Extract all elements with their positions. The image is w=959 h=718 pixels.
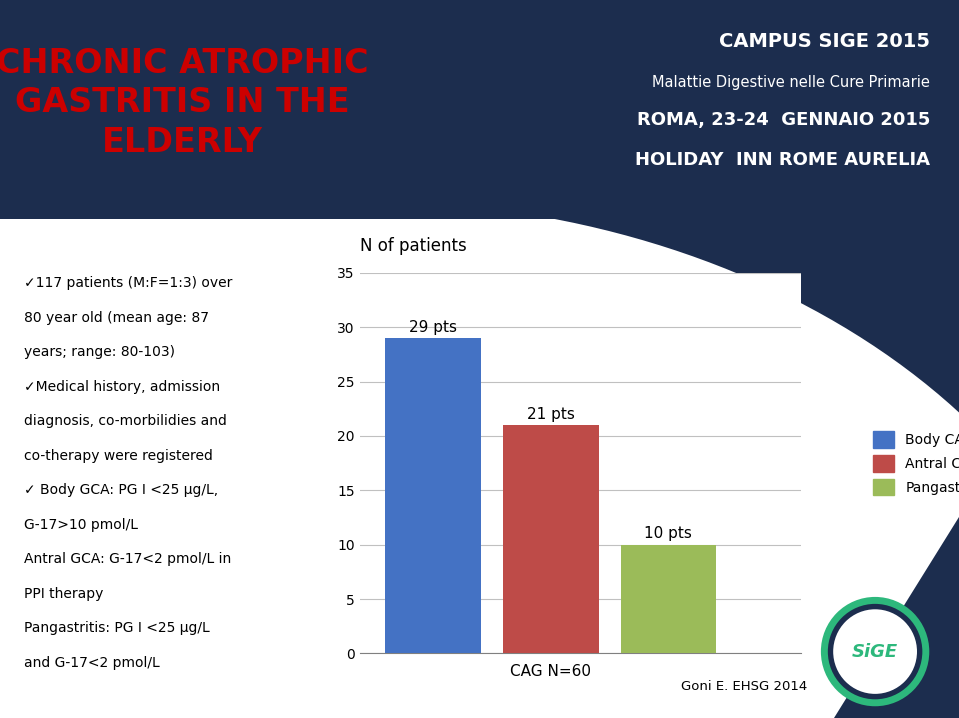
Text: 10 pts: 10 pts bbox=[644, 526, 692, 541]
Text: ✓117 patients (M:F=1:3) over: ✓117 patients (M:F=1:3) over bbox=[24, 276, 232, 290]
Text: Antral GCA: G-17<2 pmol/L in: Antral GCA: G-17<2 pmol/L in bbox=[24, 552, 231, 566]
Text: years; range: 80-103): years; range: 80-103) bbox=[24, 345, 175, 359]
Text: 21 pts: 21 pts bbox=[526, 407, 574, 421]
Text: CHRONIC ATROPHIC
GASTRITIS IN THE
ELDERLY: CHRONIC ATROPHIC GASTRITIS IN THE ELDERL… bbox=[0, 47, 368, 159]
Polygon shape bbox=[834, 517, 959, 718]
Text: diagnosis, co-morbilidies and: diagnosis, co-morbilidies and bbox=[24, 414, 227, 428]
Text: ✓Medical history, admission: ✓Medical history, admission bbox=[24, 380, 221, 393]
Text: Pangastritis: PG I <25 µg/L: Pangastritis: PG I <25 µg/L bbox=[24, 621, 210, 635]
Circle shape bbox=[833, 610, 917, 694]
Text: co-therapy were registered: co-therapy were registered bbox=[24, 449, 213, 462]
Text: G-17>10 pmol/L: G-17>10 pmol/L bbox=[24, 518, 138, 531]
Text: ROMA, 23-24  GENNAIO 2015: ROMA, 23-24 GENNAIO 2015 bbox=[637, 111, 930, 129]
Bar bbox=[503, 425, 598, 653]
Polygon shape bbox=[0, 0, 959, 219]
Text: and G-17<2 pmol/L: and G-17<2 pmol/L bbox=[24, 656, 160, 669]
Text: ✓ Body GCA: PG I <25 µg/L,: ✓ Body GCA: PG I <25 µg/L, bbox=[24, 483, 218, 497]
Legend: Body CAG, Antral CAG, Pangastritis: Body CAG, Antral CAG, Pangastritis bbox=[868, 425, 959, 501]
Text: N of patients: N of patients bbox=[360, 237, 466, 255]
Text: CAMPUS SIGE 2015: CAMPUS SIGE 2015 bbox=[719, 32, 930, 51]
Text: Goni E. EHSG 2014: Goni E. EHSG 2014 bbox=[681, 680, 807, 693]
Text: PPI therapy: PPI therapy bbox=[24, 587, 104, 600]
Text: SiGE: SiGE bbox=[852, 643, 899, 661]
Text: 29 pts: 29 pts bbox=[409, 320, 457, 335]
Bar bbox=[386, 338, 480, 653]
Text: HOLIDAY  INN ROME AURELIA: HOLIDAY INN ROME AURELIA bbox=[635, 151, 930, 169]
Text: 80 year old (mean age: 87: 80 year old (mean age: 87 bbox=[24, 311, 209, 325]
Polygon shape bbox=[432, 203, 959, 718]
Bar bbox=[620, 545, 716, 653]
Text: Malattie Digestive nelle Cure Primarie: Malattie Digestive nelle Cure Primarie bbox=[652, 75, 930, 90]
Circle shape bbox=[822, 598, 928, 705]
